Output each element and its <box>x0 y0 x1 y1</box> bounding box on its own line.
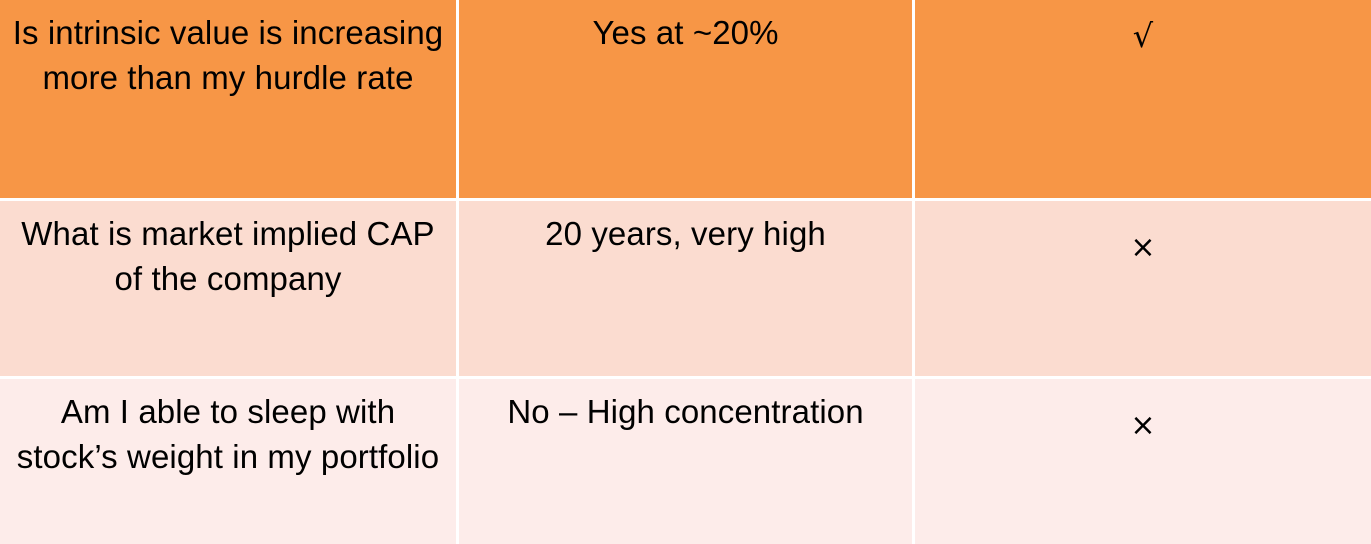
table-row: Am I able to sleep with stock’s weight i… <box>0 379 1371 544</box>
status-cell: × <box>915 379 1371 544</box>
check-mark-icon: √ <box>1132 17 1154 55</box>
table-row: What is market implied CAP of the compan… <box>0 201 1371 379</box>
status-cell: × <box>915 201 1371 376</box>
table-row: Is intrinsic value is increasing more th… <box>0 0 1371 201</box>
status-cell: √ <box>915 0 1371 198</box>
question-cell: What is market implied CAP of the compan… <box>0 201 459 376</box>
question-cell: Am I able to sleep with stock’s weight i… <box>0 379 459 544</box>
answer-cell: Yes at ~20% <box>459 0 915 198</box>
cross-mark-icon: × <box>1130 230 1156 265</box>
cross-mark-icon: × <box>1130 408 1156 443</box>
answer-cell: 20 years, very high <box>459 201 915 376</box>
answer-cell: No – High concentration <box>459 379 915 544</box>
question-cell: Is intrinsic value is increasing more th… <box>0 0 459 198</box>
